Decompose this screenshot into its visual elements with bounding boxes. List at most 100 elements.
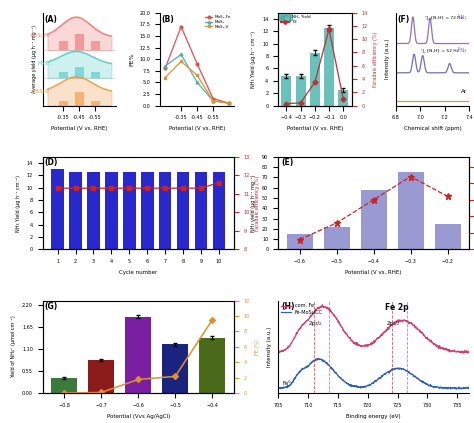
- Fe-MoS₂/CC: [388, 368, 394, 373]
- MoS₂: [162, 63, 168, 69]
- com. Fe: [388, 322, 394, 327]
- Y-axis label: Faradaic efficiency (%): Faradaic efficiency (%): [373, 31, 378, 87]
- Bar: [51, 169, 64, 250]
- Fe-MoS₂/CC: [419, 379, 425, 384]
- Line: MoS₂: MoS₂: [164, 53, 230, 104]
- Bar: [75, 67, 84, 78]
- MoS₂: [210, 99, 216, 104]
- Bar: [199, 338, 225, 393]
- Text: MoS₂-V: MoS₂-V: [33, 89, 50, 93]
- Text: 2p₁/₂: 2p₁/₂: [387, 321, 400, 327]
- Bar: [91, 41, 100, 50]
- Text: (H): (H): [282, 302, 295, 311]
- Text: (G): (G): [45, 302, 58, 311]
- MoS₂-Fe: [226, 101, 232, 106]
- Bar: [105, 172, 118, 250]
- Bar: [51, 378, 77, 393]
- Y-axis label: Faradaic efficiency (%): Faradaic efficiency (%): [255, 176, 260, 231]
- Text: Fe 2p: Fe 2p: [385, 303, 409, 312]
- Y-axis label: NH₃ yield (μg h⁻¹ mg⁻¹): NH₃ yield (μg h⁻¹ mg⁻¹): [252, 174, 256, 232]
- MoS₂-Fe: [178, 24, 184, 29]
- Legend: MoS₂-Fe, MoS₂, MoS₂-V: MoS₂-Fe, MoS₂, MoS₂-V: [205, 15, 232, 29]
- Y-axis label: Average yield (μg h⁻¹ mg⁻¹): Average yield (μg h⁻¹ mg⁻¹): [32, 25, 37, 93]
- com. Fe: [403, 318, 409, 323]
- Fe-MoS₂/CC: [403, 368, 409, 374]
- Bar: [213, 172, 225, 250]
- Bar: [296, 76, 306, 106]
- Bar: [159, 172, 172, 250]
- Bar: [59, 41, 68, 50]
- com. Fe: [419, 330, 425, 335]
- com. Fe: [275, 349, 281, 354]
- Legend: NH₃ Yield, FE: NH₃ Yield, FE: [280, 15, 311, 25]
- Text: MoS₂-Fe: MoS₂-Fe: [30, 33, 50, 38]
- Text: ¹J_{N-H} = 72 Hz: ¹J_{N-H} = 72 Hz: [425, 16, 463, 20]
- Bar: [324, 28, 334, 106]
- Text: (A): (A): [44, 14, 57, 24]
- Bar: [75, 92, 84, 106]
- Fe-MoS₂/CC: [275, 385, 281, 390]
- MoS₂-V: [194, 73, 200, 78]
- com. Fe: [325, 305, 330, 310]
- MoS₂-V: [210, 99, 216, 104]
- Text: (D): (D): [45, 159, 58, 168]
- MoS₂-Fe: [162, 66, 168, 71]
- MoS₂: [194, 80, 200, 85]
- Line: com. Fe: com. Fe: [278, 305, 469, 353]
- Y-axis label: Intensity (a.u.): Intensity (a.u.): [267, 327, 273, 367]
- Text: 2p₃/₂: 2p₃/₂: [309, 321, 322, 327]
- Text: (F): (F): [397, 14, 410, 24]
- Bar: [162, 344, 188, 393]
- Bar: [287, 234, 313, 250]
- X-axis label: Potential (Vvs Ag/AgCl): Potential (Vvs Ag/AgCl): [107, 414, 170, 419]
- Y-axis label: FE%: FE%: [129, 52, 134, 66]
- MoS₂: [226, 101, 232, 106]
- Text: (C): (C): [280, 14, 292, 24]
- Bar: [324, 227, 350, 250]
- com. Fe: [466, 351, 472, 356]
- Bar: [338, 90, 348, 106]
- Text: Ar: Ar: [461, 89, 467, 94]
- Text: ¹⁵N₂: ¹⁵N₂: [456, 16, 467, 20]
- Text: Fe⁰: Fe⁰: [283, 381, 291, 386]
- Bar: [87, 172, 100, 250]
- MoS₂-V: [162, 75, 168, 80]
- Bar: [123, 172, 136, 250]
- MoS₂-V: [178, 59, 184, 64]
- Bar: [75, 34, 84, 50]
- Fe-MoS₂/CC: [315, 356, 321, 361]
- Line: MoS₂-Fe: MoS₂-Fe: [164, 25, 230, 104]
- Bar: [435, 224, 461, 250]
- com. Fe: [460, 351, 466, 356]
- Y-axis label: NH₃ Yield (μg h⁻¹ cm⁻²): NH₃ Yield (μg h⁻¹ cm⁻²): [16, 175, 21, 231]
- MoS₂-Fe: [210, 96, 216, 101]
- X-axis label: Potential (V vs. RHE): Potential (V vs. RHE): [51, 126, 108, 131]
- Text: (E): (E): [282, 159, 294, 168]
- Bar: [361, 190, 387, 250]
- Text: ¹⁴N₂: ¹⁴N₂: [456, 48, 467, 53]
- Bar: [69, 172, 82, 250]
- Bar: [398, 172, 424, 250]
- Bar: [177, 172, 189, 250]
- Fe-MoS₂/CC: [362, 384, 368, 389]
- Line: Fe-MoS₂/CC: Fe-MoS₂/CC: [278, 358, 469, 389]
- Fe-MoS₂/CC: [453, 387, 459, 392]
- Text: ¹J_{N-H} = 52 Hz: ¹J_{N-H} = 52 Hz: [421, 49, 459, 53]
- Legend: com. Fe, Fe-MoS₂/CC: com. Fe, Fe-MoS₂/CC: [281, 303, 323, 315]
- com. Fe: [319, 302, 325, 307]
- Fe-MoS₂/CC: [309, 360, 315, 365]
- X-axis label: Binding energy (eV): Binding energy (eV): [346, 414, 401, 419]
- X-axis label: Chemical shift (ppm): Chemical shift (ppm): [403, 126, 461, 131]
- Bar: [125, 317, 151, 393]
- Bar: [91, 72, 100, 78]
- Bar: [88, 360, 114, 393]
- Bar: [59, 72, 68, 78]
- Bar: [282, 76, 292, 106]
- Y-axis label: Intensity (a.u.): Intensity (a.u.): [385, 39, 390, 79]
- Line: MoS₂-V: MoS₂-V: [164, 60, 230, 104]
- Bar: [91, 101, 100, 106]
- com. Fe: [362, 343, 368, 349]
- Bar: [141, 172, 154, 250]
- Bar: [195, 172, 207, 250]
- Fe-MoS₂/CC: [466, 386, 472, 391]
